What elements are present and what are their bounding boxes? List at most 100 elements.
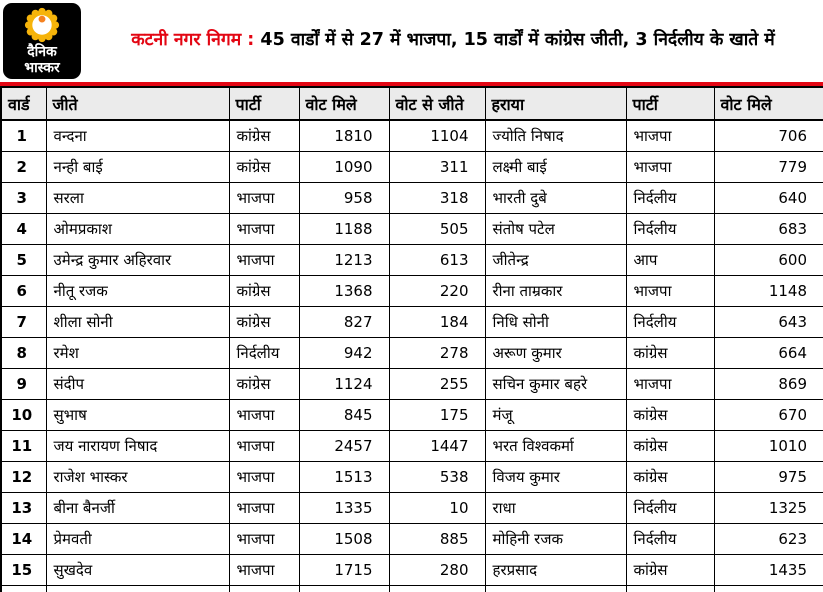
- loser-party: कांग्रेस: [625, 429, 715, 462]
- winner-votes: 942: [298, 336, 390, 369]
- table-row: 10 सुभाष भाजपा 845 175 मंजू कांग्रेस 670: [0, 398, 823, 431]
- results-table-body: 1 वन्दना कांग्रेस 1810 1104 ज्योति निषाद भाजपा…: [0, 119, 823, 592]
- win-margin: 1104: [388, 119, 486, 152]
- winner-party: भाजपा: [228, 398, 300, 431]
- winner-party: कांग्रेस: [228, 305, 300, 338]
- loser-party: निर्दलीय: [625, 305, 715, 338]
- ward-number: 9: [0, 367, 47, 400]
- winner-name: ओमप्रकाश: [45, 212, 230, 245]
- loser-party: भाजपा: [625, 274, 715, 307]
- loser-name: रीना ताम्रकार: [484, 274, 627, 307]
- empty-cell: [625, 584, 715, 592]
- table-row: 7 शीला सोनी कांग्रेस 827 184 निधि सोनी निर्दली…: [0, 305, 823, 338]
- loser-name: जीतेन्द्र: [484, 243, 627, 276]
- table-row: 1 वन्दना कांग्रेस 1810 1104 ज्योति निषाद भाजपा…: [0, 119, 823, 152]
- loser-party: निर्दलीय: [625, 181, 715, 214]
- loser-name: लक्ष्मी बाई: [484, 150, 627, 183]
- headline-rest: 45 वार्डों में से 27 में भाजपा, 15 वार्ड…: [254, 30, 775, 51]
- logo-line2: भास्कर: [24, 59, 60, 76]
- winner-party: कांग्रेस: [228, 119, 300, 152]
- table-row: 8 रमेश निर्दलीय 942 278 अरूण कुमार कांग्रेस 664: [0, 336, 823, 369]
- loser-party: कांग्रेस: [625, 398, 715, 431]
- winner-name: सरला: [45, 181, 230, 214]
- ward-number: 14: [0, 522, 47, 555]
- column-header-7: वोट मिले: [713, 86, 823, 121]
- loser-name: निधि सोनी: [484, 305, 627, 338]
- ward-number: 4: [0, 212, 47, 245]
- win-margin: 280: [388, 553, 486, 586]
- loser-votes: 779: [713, 150, 823, 183]
- winner-party: भाजपा: [228, 181, 300, 214]
- empty-cell: [484, 584, 627, 592]
- winner-votes: 827: [298, 305, 390, 338]
- winner-party: भाजपा: [228, 429, 300, 462]
- ward-number: 8: [0, 336, 47, 369]
- loser-name: विजय कुमार: [484, 460, 627, 493]
- winner-name: नीतू रजक: [45, 274, 230, 307]
- winner-name: प्रेमवती: [45, 522, 230, 555]
- table-row: 11 जय नारायण निषाद भाजपा 2457 1447 भरत विश्वक…: [0, 429, 823, 462]
- win-margin: 1447: [388, 429, 486, 462]
- table-row: 4 ओमप्रकाश भाजपा 1188 505 संतोष पटेल निर्दलीय 6…: [0, 212, 823, 245]
- loser-votes: 1148: [713, 274, 823, 307]
- winner-name: राजेश भास्कर: [45, 460, 230, 493]
- results-table-header: वार्ड जीते पार्टी वोट मिले वोट से जीते हराया प…: [0, 86, 823, 121]
- loser-name: मंजू: [484, 398, 627, 431]
- table-row: 5 उमेन्द्र कुमार अहिरवार भाजपा 1213 613 जीतेन…: [0, 243, 823, 276]
- sun-icon: [23, 6, 61, 45]
- loser-name: अरूण कुमार: [484, 336, 627, 369]
- win-margin: 10: [388, 491, 486, 524]
- empty-cell: [713, 584, 823, 592]
- loser-name: ज्योति निषाद: [484, 119, 627, 152]
- ward-number: 12: [0, 460, 47, 493]
- dainik-bhaskar-logo: दैनिक भास्कर: [3, 3, 81, 79]
- winner-party: भाजपा: [228, 522, 300, 555]
- winner-votes: 1368: [298, 274, 390, 307]
- ward-number: 13: [0, 491, 47, 524]
- loser-votes: 664: [713, 336, 823, 369]
- ward-number: 1: [0, 119, 47, 152]
- winner-name: वन्दना: [45, 119, 230, 152]
- win-margin: 278: [388, 336, 486, 369]
- winner-party: भाजपा: [228, 243, 300, 276]
- loser-votes: 1325: [713, 491, 823, 524]
- winner-party: कांग्रेस: [228, 367, 300, 400]
- winner-party: कांग्रेस: [228, 150, 300, 183]
- ward-number: 10: [0, 398, 47, 431]
- loser-votes: 600: [713, 243, 823, 276]
- winner-votes: 845: [298, 398, 390, 431]
- column-header-2: पार्टी: [228, 86, 300, 121]
- loser-name: भरत विश्वकर्मा: [484, 429, 627, 462]
- empty-cell: [388, 584, 486, 592]
- loser-votes: 623: [713, 522, 823, 555]
- ward-number: 7: [0, 305, 47, 338]
- loser-party: कांग्रेस: [625, 553, 715, 586]
- loser-votes: 683: [713, 212, 823, 245]
- ward-number: 11: [0, 429, 47, 462]
- table-row: 13 बीना बैनर्जी भाजपा 1335 10 राधा निर्दलीय 132…: [0, 491, 823, 524]
- winner-name: जय नारायण निषाद: [45, 429, 230, 462]
- masthead: दैनिक भास्कर कटनी नगर निगम : 45 वार्डों …: [0, 0, 823, 82]
- winner-party: भाजपा: [228, 460, 300, 493]
- winner-votes: 958: [298, 181, 390, 214]
- ward-number: 15: [0, 553, 47, 586]
- table-row: 6 नीतू रजक कांग्रेस 1368 220 रीना ताम्रकार भाज…: [0, 274, 823, 307]
- winner-votes: 1124: [298, 367, 390, 400]
- table-row: 9 संदीप कांग्रेस 1124 255 सचिन कुमार बहरे भाजप…: [0, 367, 823, 400]
- logo-line1: दैनिक: [27, 44, 57, 61]
- loser-party: निर्दलीय: [625, 212, 715, 245]
- ward-number: 2: [0, 150, 47, 183]
- win-margin: 184: [388, 305, 486, 338]
- table-row: 2 नन्ही बाई कांग्रेस 1090 311 लक्ष्मी बाई भाजप…: [0, 150, 823, 183]
- loser-name: सचिन कुमार बहरे: [484, 367, 627, 400]
- win-margin: 613: [388, 243, 486, 276]
- loser-name: मोहिनी रजक: [484, 522, 627, 555]
- column-header-3: वोट मिले: [298, 86, 390, 121]
- column-header-4: वोट से जीते: [388, 86, 486, 121]
- headline: कटनी नगर निगम : 45 वार्डों में से 27 में…: [87, 27, 819, 54]
- winner-party: भाजपा: [228, 553, 300, 586]
- loser-votes: 975: [713, 460, 823, 493]
- winner-name: बीना बैनर्जी: [45, 491, 230, 524]
- win-margin: 220: [388, 274, 486, 307]
